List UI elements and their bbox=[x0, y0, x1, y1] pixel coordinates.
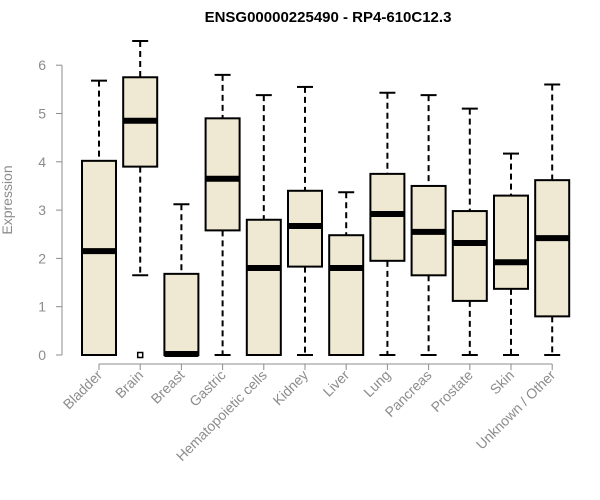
y-tick-label: 2 bbox=[38, 250, 46, 266]
iqr-box bbox=[245, 218, 282, 356]
iqr-box bbox=[328, 234, 365, 356]
y-tick-label: 0 bbox=[38, 347, 46, 363]
y-tick-label: 3 bbox=[38, 202, 46, 218]
box-group bbox=[534, 83, 571, 356]
x-tick-label: Kidney bbox=[270, 367, 312, 409]
box-group bbox=[369, 91, 406, 356]
box-group bbox=[451, 107, 488, 356]
iqr-box bbox=[81, 159, 117, 356]
box-group bbox=[163, 203, 200, 358]
y-axis: 0 1 2 3 4 5 6 bbox=[38, 57, 63, 363]
iqr-box bbox=[204, 117, 241, 232]
box-group bbox=[328, 191, 365, 356]
x-tick-label: Liver bbox=[320, 367, 353, 400]
iqr-box bbox=[493, 194, 529, 290]
outlier-point bbox=[136, 351, 144, 359]
y-tick-label: 5 bbox=[38, 106, 46, 122]
box-group bbox=[245, 94, 282, 356]
y-tick-label: 6 bbox=[38, 57, 46, 73]
x-tick-label: Breast bbox=[148, 367, 188, 407]
box-group bbox=[81, 79, 117, 356]
iqr-box bbox=[534, 179, 571, 318]
boxes bbox=[81, 40, 571, 359]
x-tick-label: Lung bbox=[360, 367, 393, 400]
iqr-box bbox=[163, 272, 200, 356]
y-tick-label: 1 bbox=[38, 299, 46, 315]
x-tick-label: Brain bbox=[112, 367, 146, 401]
x-tick-label: Skin bbox=[487, 367, 518, 398]
box-group bbox=[410, 94, 447, 356]
chart-title: ENSG00000225490 - RP4-610C12.3 bbox=[205, 9, 452, 26]
x-tick-label: Bladder bbox=[60, 367, 106, 413]
y-axis-label: Expression bbox=[0, 165, 15, 234]
box-group bbox=[287, 85, 323, 356]
iqr-box bbox=[369, 172, 406, 262]
x-tick-label: Prostate bbox=[428, 367, 476, 415]
box-group bbox=[122, 40, 159, 359]
box-group bbox=[493, 152, 529, 356]
iqr-box bbox=[451, 210, 488, 302]
y-tick-label: 4 bbox=[38, 154, 46, 170]
box-group bbox=[204, 73, 241, 356]
